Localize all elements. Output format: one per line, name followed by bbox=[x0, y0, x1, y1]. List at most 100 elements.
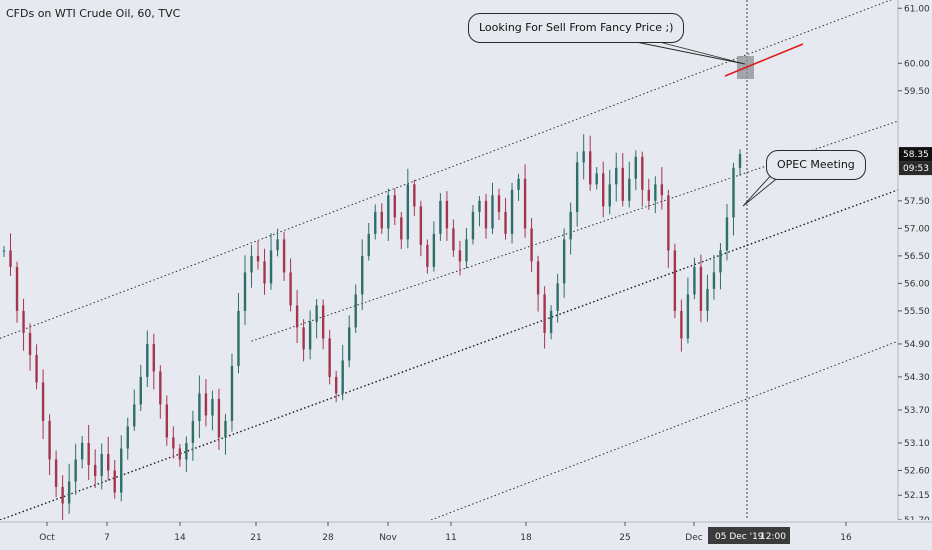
opec-callout[interactable]: OPEC Meeting bbox=[766, 150, 866, 180]
candle-body bbox=[628, 178, 631, 201]
candle-body bbox=[400, 217, 403, 240]
target-line[interactable] bbox=[724, 43, 804, 77]
candle-body bbox=[93, 464, 97, 476]
candle-body bbox=[250, 255, 253, 273]
date-tag-label: 05 Dec '19 bbox=[715, 532, 764, 542]
candle-body bbox=[159, 371, 162, 405]
sell-callout-pointer bbox=[635, 35, 746, 65]
candle-body bbox=[686, 294, 690, 339]
candle-body bbox=[348, 327, 351, 361]
candle-body bbox=[575, 162, 579, 212]
y-tick-label: 57.50 bbox=[904, 197, 930, 207]
candle-body bbox=[361, 255, 364, 295]
candle-body bbox=[367, 233, 370, 256]
candle-body bbox=[282, 239, 286, 273]
trendline-lower-channel[interactable] bbox=[0, 189, 899, 521]
candle-body bbox=[426, 244, 429, 267]
candle-body bbox=[191, 420, 195, 443]
opec-callout-pointer bbox=[742, 171, 781, 207]
y-tick-label: 53.70 bbox=[904, 406, 930, 416]
candle-body bbox=[276, 239, 279, 251]
candle-body bbox=[120, 448, 123, 493]
y-tick-label: 53.10 bbox=[904, 439, 930, 449]
candle-body bbox=[54, 459, 58, 487]
candle-body bbox=[393, 195, 396, 218]
candle-body bbox=[549, 310, 553, 333]
time-tag-label: 12:00 bbox=[760, 532, 786, 542]
candle-body bbox=[308, 321, 312, 350]
x-tick-label: Nov bbox=[379, 533, 397, 543]
candle-body bbox=[263, 261, 266, 284]
candle-body bbox=[634, 156, 637, 179]
y-axis[interactable]: 61.00 60.00 59.50 57.50 57.00 56.50 56.00 55.50… bbox=[897, 0, 932, 550]
x-tick-label: 28 bbox=[322, 533, 334, 543]
candle-body bbox=[588, 151, 592, 185]
candle-body bbox=[133, 404, 136, 427]
candle-body bbox=[706, 288, 709, 311]
candle-body bbox=[387, 195, 390, 229]
candle-body bbox=[61, 486, 64, 504]
y-tick-label: 52.60 bbox=[904, 466, 930, 476]
candle-body bbox=[641, 156, 644, 190]
candle-body bbox=[523, 178, 527, 229]
candle-body bbox=[211, 398, 214, 416]
candle-body bbox=[152, 343, 156, 372]
y-tick-label: 54.90 bbox=[904, 340, 930, 350]
candle-body bbox=[35, 354, 38, 383]
x-tick-label: 25 bbox=[619, 533, 630, 543]
trendline-upper-channel[interactable] bbox=[0, 0, 898, 339]
candle-body bbox=[517, 178, 520, 190]
candle-body bbox=[172, 437, 175, 449]
candle-body bbox=[217, 398, 221, 438]
candle-body bbox=[445, 200, 449, 229]
candle-body bbox=[22, 310, 25, 333]
x-tick-label: 11 bbox=[445, 533, 456, 543]
candle-body bbox=[621, 167, 624, 201]
candle-body bbox=[224, 420, 227, 438]
candle-body bbox=[484, 200, 488, 229]
sell-callout[interactable]: Looking For Sell From Fancy Price ;) bbox=[468, 13, 685, 43]
candle-body bbox=[556, 283, 559, 311]
candle-body bbox=[107, 453, 110, 471]
candle-body bbox=[413, 184, 416, 207]
candle-body bbox=[504, 211, 507, 234]
y-tick-label: 55.50 bbox=[904, 307, 930, 317]
y-tick-label: 52.15 bbox=[904, 491, 930, 501]
candle-body bbox=[269, 250, 273, 284]
candle-body bbox=[471, 211, 475, 240]
candle-body bbox=[458, 250, 462, 262]
candles-group bbox=[2, 134, 742, 521]
candle-body bbox=[243, 272, 247, 311]
candle-body bbox=[9, 250, 12, 267]
candle-body bbox=[146, 343, 149, 377]
candle-body bbox=[673, 250, 677, 311]
candle-body bbox=[432, 233, 436, 267]
candle-body bbox=[113, 470, 116, 493]
candle-body bbox=[341, 360, 344, 394]
candle-body bbox=[315, 305, 318, 322]
candle-body bbox=[712, 272, 716, 289]
countdown-tag-label: 09:53 bbox=[903, 164, 929, 174]
candle-body bbox=[139, 376, 142, 405]
y-tick-label: 54.30 bbox=[904, 373, 930, 383]
candle-body bbox=[185, 442, 188, 460]
candle-body bbox=[67, 481, 71, 504]
candle-body bbox=[491, 195, 494, 229]
candle-body bbox=[256, 255, 260, 262]
date-tag bbox=[708, 527, 790, 544]
candle-body bbox=[615, 167, 618, 185]
price-tag bbox=[899, 147, 932, 162]
candle-body bbox=[41, 382, 45, 421]
x-tick-label: 7 bbox=[104, 533, 110, 543]
trendlines-group bbox=[0, 0, 899, 521]
candle-body bbox=[28, 332, 32, 355]
candle-body bbox=[562, 239, 566, 284]
x-tick-label: 21 bbox=[250, 533, 261, 543]
candle-body bbox=[406, 184, 410, 240]
candle-body bbox=[465, 239, 468, 262]
candle-body bbox=[732, 167, 735, 218]
trendline-outer-channel[interactable] bbox=[430, 340, 899, 521]
